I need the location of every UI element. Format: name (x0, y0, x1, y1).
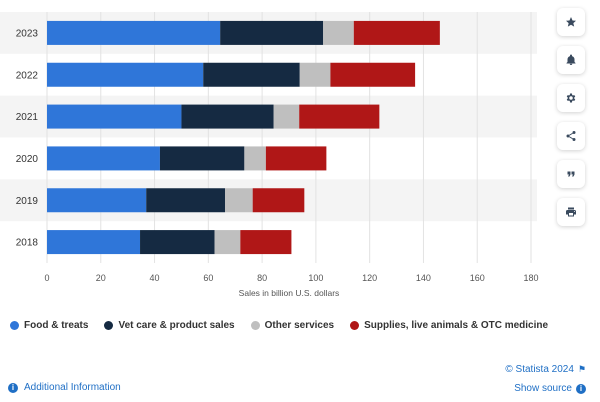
bar-segment[interactable] (140, 230, 215, 255)
bar-segment[interactable] (330, 62, 416, 87)
x-tick-label: 0 (44, 273, 49, 283)
x-tick-label: 20 (96, 273, 106, 283)
x-tick-label: 100 (308, 273, 323, 283)
category-label: 2019 (16, 196, 39, 207)
category-label: 2020 (16, 154, 39, 165)
share-icon (566, 131, 576, 141)
bar-segment[interactable] (214, 230, 241, 255)
legend-label: Other services (264, 320, 335, 331)
flag-icon: ⚑ (577, 364, 586, 374)
legend-item[interactable]: Food & treats (10, 320, 88, 331)
bell-icon (566, 54, 576, 65)
bar-segment[interactable] (299, 62, 331, 87)
legend-label: Vet care & product sales (118, 320, 235, 331)
settings-button[interactable] (557, 84, 585, 112)
print-button[interactable] (557, 198, 585, 226)
bar-segment[interactable] (181, 104, 274, 129)
x-axis-title: Sales in billion U.S. dollars (239, 288, 340, 298)
bar-segment[interactable] (146, 188, 226, 213)
legend-label: Supplies, live animals & OTC medicine (364, 320, 549, 331)
bar-segment[interactable] (203, 62, 300, 87)
category-label: 2021 (16, 112, 39, 123)
cite-button[interactable] (557, 160, 585, 188)
legend-label: Food & treats (24, 320, 89, 331)
legend-swatch (350, 321, 360, 330)
x-tick-label: 140 (416, 273, 431, 283)
additional-information-label: Additional Information (24, 382, 121, 393)
bar-segment[interactable] (299, 104, 380, 129)
stacked-bar-chart: 2023 2022 2021 2020 2019 2018 0 20 40 60 80 100 120… (0, 12, 539, 298)
bar-segment[interactable] (159, 146, 245, 171)
info-icon: i (576, 383, 586, 394)
bar-segment[interactable] (252, 188, 305, 213)
notification-button[interactable] (557, 46, 585, 74)
bar-segment[interactable] (225, 188, 253, 213)
legend-item[interactable]: Supplies, live animals & OTC medicine (350, 320, 548, 331)
toolbar (557, 8, 587, 226)
x-tick-label: 160 (470, 273, 485, 283)
legend-swatch (10, 321, 19, 330)
x-tick-label: 180 (523, 273, 538, 283)
star-button[interactable] (557, 8, 585, 36)
bar-segment[interactable] (47, 20, 221, 45)
copyright-label: © Statista 2024 (505, 364, 574, 375)
bar-segment[interactable] (273, 104, 300, 129)
star-icon (566, 17, 576, 27)
bar-segment[interactable] (323, 20, 354, 45)
x-tick-label: 120 (362, 273, 377, 283)
quote-icon (567, 171, 575, 177)
bar-segment[interactable] (47, 62, 204, 87)
bar-segment[interactable] (47, 188, 147, 213)
bar-segment[interactable] (244, 146, 266, 171)
category-label: 2023 (16, 28, 39, 39)
x-tick-label: 40 (150, 273, 160, 283)
x-tick-label: 80 (257, 273, 267, 283)
bar-segment[interactable] (265, 146, 327, 171)
legend-item[interactable]: Other services (250, 320, 335, 331)
info-icon: i (8, 382, 18, 393)
gear-icon (566, 93, 576, 103)
bar-segment[interactable] (220, 20, 324, 45)
legend-swatch (104, 321, 114, 330)
category-label: 2022 (16, 70, 39, 81)
show-source-label: Show source (514, 383, 572, 394)
print-icon (566, 207, 576, 217)
show-source-link[interactable]: Show source i (514, 383, 586, 394)
share-button[interactable] (557, 122, 585, 150)
category-label: 2018 (16, 238, 39, 249)
legend-swatch (250, 321, 260, 330)
copyright[interactable]: © Statista 2024 ⚑ (505, 364, 586, 375)
bar-segment[interactable] (47, 146, 160, 171)
legend-item[interactable]: Vet care & product sales (104, 320, 235, 331)
bar-segment[interactable] (240, 230, 292, 255)
x-tick-label: 60 (203, 273, 213, 283)
bar-segment[interactable] (353, 20, 440, 45)
additional-information-link[interactable]: i Additional Information (8, 382, 121, 393)
bar-segment[interactable] (47, 230, 141, 255)
legend: Food & treats Vet care & product sales Oth… (10, 320, 548, 331)
bar-segment[interactable] (47, 104, 182, 129)
